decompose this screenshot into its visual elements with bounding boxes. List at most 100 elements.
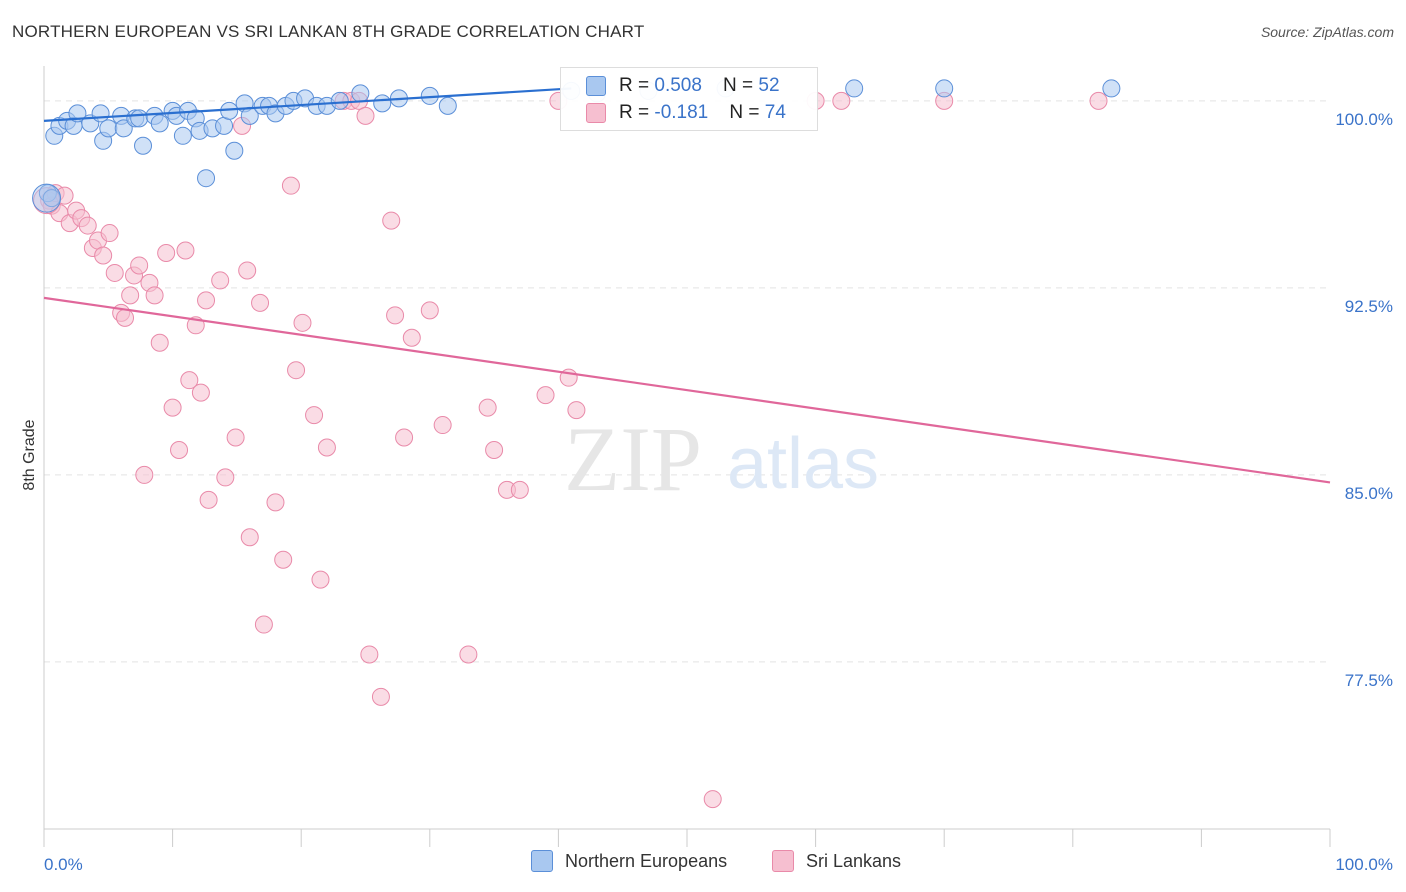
pink-swatch	[586, 103, 606, 123]
sri-lankan-point	[305, 406, 324, 425]
northern-european-point	[225, 141, 244, 160]
sri-lankan-point	[371, 687, 390, 706]
northern-european-point	[438, 96, 457, 115]
sri-lankan-point	[386, 306, 405, 325]
northern-european-point	[935, 79, 954, 98]
r-label: R =	[619, 75, 655, 96]
sri-lankan-point	[135, 465, 154, 484]
series-legend: Northern Europeans Sri Lankans	[0, 850, 1406, 878]
legend-row-northern-europeans: R = 0.508 N = 52	[586, 74, 780, 98]
legend-item-sri-lankans[interactable]: Sri Lankans	[772, 850, 901, 872]
sri-lankan-point	[567, 401, 586, 420]
sri-lankan-point	[281, 176, 300, 195]
northern-european-point	[373, 94, 392, 113]
sri-lankan-point	[317, 438, 336, 457]
northern-european-point	[173, 126, 192, 145]
sri-lankan-point	[211, 271, 230, 290]
sri-lankan-point	[485, 440, 504, 459]
sri-lankan-point	[395, 428, 414, 447]
sri-lankan-point	[191, 383, 210, 402]
n-value: 52	[758, 75, 780, 96]
sri-lankan-point	[226, 428, 245, 447]
y-tick-label: 85.0%	[1345, 484, 1393, 503]
northern-european-point	[130, 109, 149, 128]
sri-lankan-point	[274, 550, 293, 569]
northern-european-point	[845, 79, 864, 98]
sri-lankan-point	[311, 570, 330, 589]
watermark: ZIP atlas	[564, 408, 879, 510]
blue-swatch	[586, 76, 606, 96]
sri-lankan-point	[832, 91, 851, 110]
trend-lines	[43, 87, 1331, 484]
y-tick-label: 92.5%	[1345, 297, 1393, 316]
northern-european-point	[197, 169, 216, 188]
sri-lankan-point	[536, 386, 555, 405]
sri-lankan-point	[382, 211, 401, 230]
n-value: 74	[764, 102, 786, 123]
sri-lankan-point	[150, 333, 169, 352]
y-tick-label: 100.0%	[1335, 110, 1393, 129]
sri-lankan-point	[240, 528, 259, 547]
sri-lankan-point	[216, 468, 235, 487]
axis-labels: 100.0% 92.5% 85.0% 77.5% 0.0% 100.0% 8th Grade	[21, 110, 1393, 874]
sri-lankan-point	[176, 241, 195, 260]
northern-european-point	[91, 104, 110, 123]
pink-swatch	[772, 850, 794, 872]
y-axis-title: 8th Grade	[21, 419, 38, 490]
northern-european-point	[114, 119, 133, 138]
sri-lankan-point	[478, 398, 497, 417]
sri-lankan-point	[94, 246, 113, 265]
northern-european-point	[215, 116, 234, 135]
sri-lankan-point	[356, 106, 375, 125]
sri-lankan-point	[116, 308, 135, 327]
sri-lankan-point	[238, 261, 257, 280]
r-label: R =	[619, 102, 655, 123]
watermark-zip: ZIP	[564, 408, 702, 510]
sri-lankan-point	[360, 645, 379, 664]
n-label: N =	[729, 102, 765, 123]
sri-lankan-point	[180, 371, 199, 390]
sri-lankan-point	[287, 361, 306, 380]
northern-european-point	[32, 183, 62, 213]
n-label: N =	[723, 75, 759, 96]
sri-lankan-point	[510, 480, 529, 499]
northern-europeans-trendline	[43, 87, 572, 122]
sri-lankans-trendline	[43, 296, 1331, 484]
legend-row-sri-lankans: R = -0.181 N = 74	[586, 101, 786, 125]
northern-european-point	[99, 119, 118, 138]
sri-lankan-point	[402, 328, 421, 347]
northern-european-point	[1102, 79, 1121, 98]
legend-label: Northern Europeans	[565, 850, 728, 871]
legend-label: Sri Lankans	[806, 850, 902, 871]
sri-lankan-point	[100, 224, 119, 243]
correlation-legend: R = 0.508 N = 52 R = -0.181 N = 74	[560, 67, 818, 131]
sri-lankan-point	[420, 301, 439, 320]
axes	[43, 66, 1331, 847]
sri-lankan-point	[254, 615, 273, 634]
sri-lankan-point	[170, 440, 189, 459]
legend-item-northern-europeans[interactable]: Northern Europeans	[531, 850, 727, 872]
x-tick-label: 0.0%	[44, 855, 83, 874]
sri-lankan-point	[163, 398, 182, 417]
sri-lankan-point	[130, 256, 149, 275]
sri-lankan-point	[703, 790, 722, 809]
sri-lankan-point	[459, 645, 478, 664]
sri-lankan-point	[78, 216, 97, 235]
northern-european-point	[134, 136, 153, 155]
sri-lankan-point	[197, 291, 216, 310]
blue-swatch	[531, 850, 553, 872]
sri-lankan-point	[105, 263, 124, 282]
sri-lankans-points	[33, 91, 1108, 809]
x-tick-label: 100.0%	[1335, 855, 1393, 874]
sri-lankan-point	[1089, 91, 1108, 110]
northern-european-point	[351, 84, 370, 103]
sri-lankan-point	[145, 286, 164, 305]
chart-title: NORTHERN EUROPEAN VS SRI LANKAN 8TH GRAD…	[12, 22, 645, 41]
northern-european-point	[330, 91, 349, 110]
sri-lankan-point	[433, 416, 452, 435]
sri-lankan-point	[293, 313, 312, 332]
sri-lankan-point	[251, 293, 270, 312]
sri-lankan-point	[199, 490, 218, 509]
source-label: Source: ZipAtlas.com	[1260, 24, 1394, 40]
